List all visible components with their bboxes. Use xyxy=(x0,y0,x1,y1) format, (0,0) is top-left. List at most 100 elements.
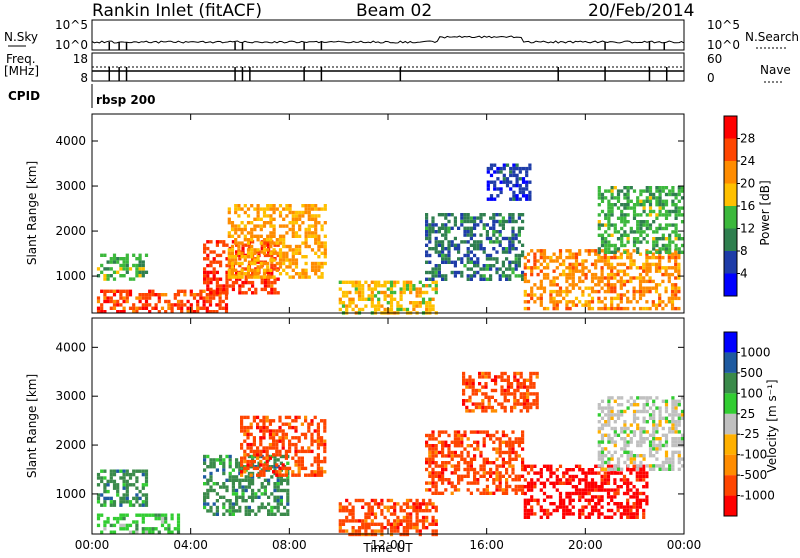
heatmap-cell xyxy=(600,495,604,499)
heatmap-cell xyxy=(514,478,518,482)
heatmap-cell xyxy=(323,442,327,447)
heatmap-cell xyxy=(674,216,678,220)
heatmap-cell xyxy=(431,297,435,301)
heatmap-cell xyxy=(231,485,235,489)
heatmap-cell xyxy=(600,266,604,270)
heatmap-cell xyxy=(231,468,235,472)
heatmap-cell xyxy=(619,478,623,482)
heatmap-cell xyxy=(119,516,123,521)
heatmap-cell xyxy=(606,289,611,294)
heatmap-cell xyxy=(680,433,685,437)
heatmap-cell xyxy=(428,233,432,237)
heatmap-cell xyxy=(515,173,519,178)
heatmap-cell xyxy=(642,457,646,461)
heatmap-cell xyxy=(237,244,241,249)
heatmap-cell xyxy=(431,450,435,455)
heatmap-cell xyxy=(606,515,611,519)
heatmap-cell xyxy=(463,461,467,465)
heatmap-cell xyxy=(444,461,448,465)
heatmap-cell xyxy=(317,214,321,218)
heatmap-cell xyxy=(304,227,308,232)
heatmap-cell xyxy=(313,470,317,474)
heatmap-cell xyxy=(273,277,277,281)
heatmap-cell xyxy=(119,503,123,507)
heatmap-cell xyxy=(526,512,531,516)
heatmap-cell xyxy=(215,284,219,288)
heatmap-cell xyxy=(109,469,113,473)
heatmap-cell xyxy=(128,530,133,534)
heatmap-cell xyxy=(610,508,614,513)
heatmap-cell xyxy=(457,243,461,247)
heatmap-cell xyxy=(96,476,101,480)
heatmap-cell xyxy=(230,227,235,232)
heatmap-cell xyxy=(364,512,368,516)
heatmap-cell xyxy=(664,186,669,190)
heatmap-cell xyxy=(619,252,623,256)
heatmap-cell xyxy=(498,481,502,485)
noise-right-tick-top: 10^5 xyxy=(707,18,740,32)
heatmap-cell xyxy=(664,454,669,458)
heatmap-cell xyxy=(519,402,523,406)
heatmap-cell xyxy=(279,495,283,499)
heatmap-cell xyxy=(565,303,569,307)
heatmap-cell xyxy=(518,183,522,188)
heatmap-cell xyxy=(466,464,470,468)
heatmap-cell xyxy=(203,454,207,459)
heatmap-cell xyxy=(286,488,290,493)
heatmap-cell xyxy=(351,509,355,513)
heatmap-cell xyxy=(199,293,203,297)
heatmap-cell xyxy=(128,277,133,281)
heatmap-cell xyxy=(282,255,286,259)
heatmap-cell xyxy=(558,491,563,496)
heatmap-cell xyxy=(234,224,238,228)
heatmap-cell xyxy=(96,306,101,310)
heatmap-cell xyxy=(235,458,239,462)
heatmap-cell xyxy=(584,515,588,519)
heatmap-cell xyxy=(495,471,499,475)
heatmap-cell xyxy=(323,439,327,443)
heatmap-cell xyxy=(594,272,598,277)
heatmap-cell xyxy=(240,241,244,245)
heatmap-cell xyxy=(509,187,513,191)
heatmap-cell xyxy=(235,492,239,496)
heatmap-cell xyxy=(463,213,467,217)
heatmap-cell xyxy=(208,310,213,314)
x-tick-label: 20:00 xyxy=(568,538,603,552)
heatmap-cell xyxy=(568,283,572,287)
heatmap-cell xyxy=(526,471,531,475)
heatmap-cell xyxy=(652,437,656,441)
heatmap-cell xyxy=(144,253,149,257)
heatmap-cell xyxy=(100,310,104,314)
heatmap-cell xyxy=(526,485,531,489)
heatmap-cell xyxy=(648,454,653,458)
heatmap-cell xyxy=(655,237,659,241)
heatmap-cell xyxy=(164,520,168,524)
heatmap-cell xyxy=(231,509,235,513)
heatmap-cell xyxy=(670,296,675,301)
heatmap-cell xyxy=(635,474,639,479)
heatmap-cell xyxy=(482,474,486,478)
heatmap-cell xyxy=(658,189,662,193)
heatmap-cell xyxy=(473,440,477,444)
heatmap-cell xyxy=(294,442,298,447)
heatmap-cell xyxy=(341,522,346,526)
heatmap-cell xyxy=(521,194,526,198)
heatmap-cell xyxy=(587,303,591,307)
heatmap-cell xyxy=(636,250,640,254)
heatmap-cell xyxy=(542,289,547,294)
heatmap-cell xyxy=(636,230,640,234)
heatmap-cell xyxy=(425,488,429,492)
heatmap-cell xyxy=(125,263,129,268)
heatmap-cell xyxy=(291,231,295,235)
heatmap-cell xyxy=(485,257,489,261)
heatmap-cell xyxy=(584,249,588,253)
heatmap-cell xyxy=(482,440,486,444)
heatmap-cell xyxy=(604,447,608,451)
heatmap-cell xyxy=(273,468,277,472)
heatmap-cell xyxy=(434,280,438,284)
heatmap-cell xyxy=(661,213,665,217)
heatmap-cell xyxy=(642,276,646,280)
heatmap-cell xyxy=(562,471,566,475)
heatmap-cell xyxy=(106,299,110,304)
heatmap-cell xyxy=(680,413,685,417)
